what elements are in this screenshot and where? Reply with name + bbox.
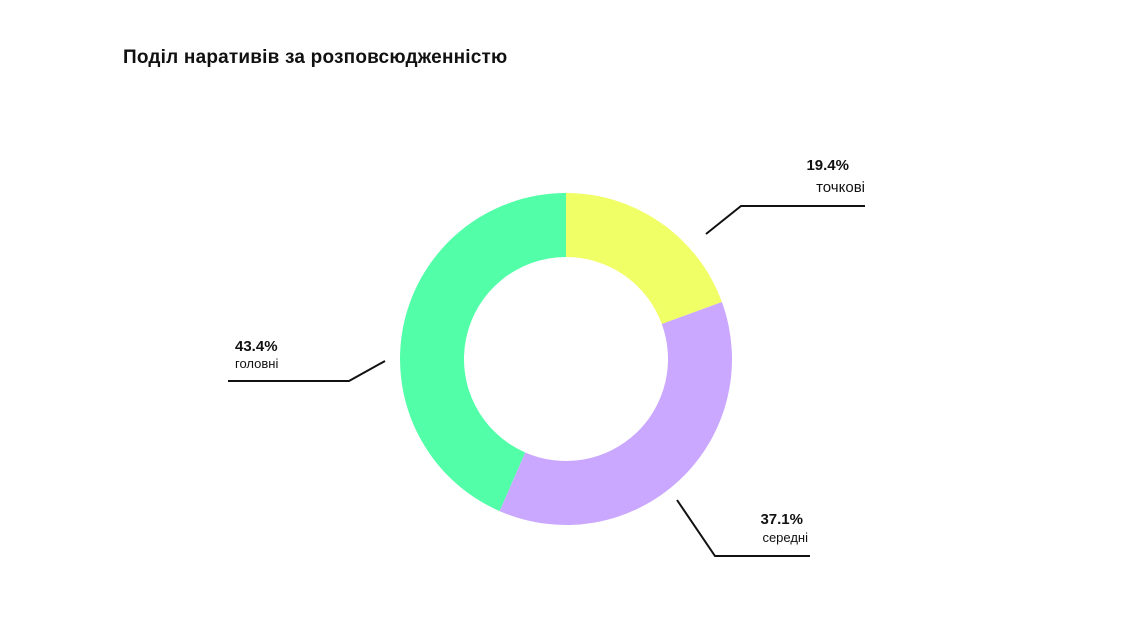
slice-value-holovni: 43.4% [235, 338, 278, 355]
slice-label-holovni: головні [235, 356, 278, 371]
slice-seredni [499, 301, 732, 525]
leader-line-tochkovi [705, 205, 865, 235]
slice-value-seredni: 37.1% [760, 511, 803, 528]
leader-line-holovni [228, 360, 386, 382]
slice-label-tochkovi: точкові [816, 179, 865, 196]
slice-holovni [400, 193, 566, 512]
slice-label-seredni: середні [762, 530, 808, 545]
chart-title: Поділ наративів за розповсюдженністю [123, 47, 508, 68]
slices-group [400, 193, 732, 525]
slice-tochkovi [566, 193, 722, 324]
leader-line-seredni [676, 499, 810, 557]
slice-value-tochkovi: 19.4% [806, 157, 849, 174]
